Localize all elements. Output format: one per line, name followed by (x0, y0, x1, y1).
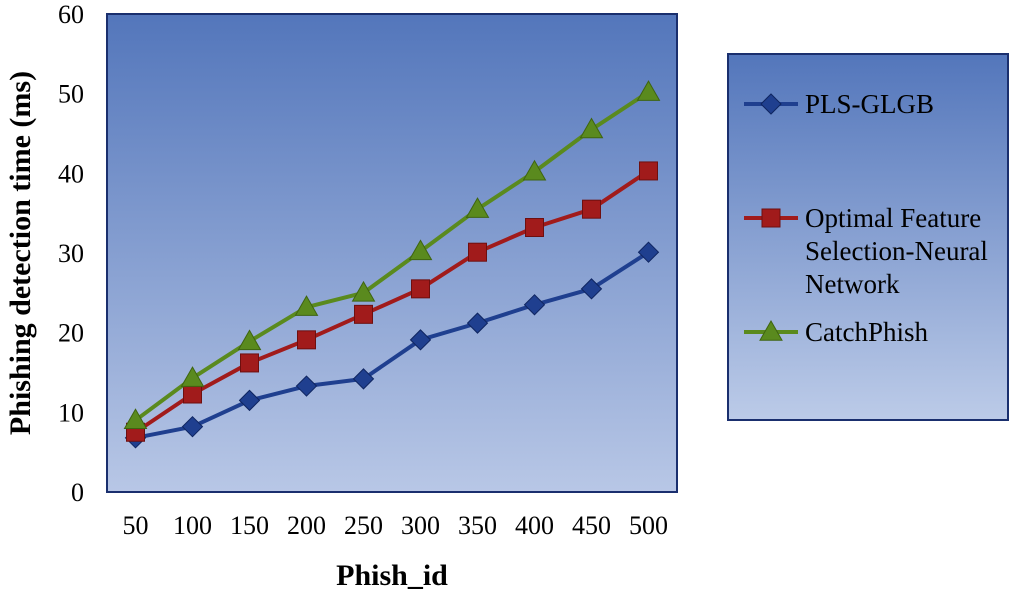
data-point (351, 280, 376, 302)
y-tick-label: 40 (58, 159, 84, 188)
x-axis-title: Phish_id (336, 559, 448, 592)
legend-item-1: PLS-GLGB (744, 89, 934, 119)
legend-box (727, 53, 1009, 421)
data-point (237, 329, 262, 351)
x-tick-label: 250 (344, 511, 383, 540)
data-point (466, 312, 489, 334)
legend-label: Network (805, 269, 900, 299)
data-point (238, 389, 261, 412)
series-3 (123, 80, 661, 430)
x-tick-label: 450 (572, 511, 611, 540)
data-point (240, 353, 259, 373)
data-point (525, 218, 544, 238)
data-point (181, 415, 204, 438)
data-point (637, 241, 660, 263)
data-point (354, 304, 373, 324)
legend-swatch-marker (761, 208, 781, 228)
y-axis-ticks: 0 10 20 30 40 50 60 (58, 0, 84, 507)
legend-swatch-marker (760, 93, 782, 115)
data-point (123, 408, 148, 430)
y-axis-title: Phishing detection time (ms) (4, 71, 37, 435)
legend-swatch-marker (759, 319, 783, 341)
data-point (183, 384, 202, 404)
series-layer (123, 80, 661, 449)
y-tick-label: 20 (58, 319, 84, 348)
data-point (579, 117, 604, 139)
data-point (580, 278, 603, 300)
series-line (134, 90, 650, 422)
x-axis-ticks: 50 100 150 200 250 300 350 400 450 500 (123, 511, 669, 540)
data-point (297, 330, 316, 350)
plot-area (106, 13, 678, 493)
x-tick-label: 100 (173, 511, 212, 540)
series-line (134, 169, 650, 434)
x-tick-label: 500 (629, 511, 668, 540)
data-point (295, 375, 318, 397)
data-point (523, 294, 546, 316)
x-tick-label: 150 (230, 511, 269, 540)
y-tick-label: 60 (58, 0, 84, 29)
x-tick-label: 200 (287, 511, 326, 540)
legend-label: CatchPhish (805, 317, 929, 347)
series-1 (124, 241, 660, 449)
x-tick-label: 400 (515, 511, 554, 540)
legend: PLS-GLGB Optimal FeatureSelection-NeuralN… (744, 89, 988, 347)
data-point (522, 159, 547, 181)
y-tick-label: 10 (58, 398, 84, 427)
legend-label: Optimal Feature (805, 203, 981, 233)
y-tick-label: 30 (58, 239, 84, 268)
data-point (409, 329, 432, 351)
legend-label: Selection-Neural (805, 236, 988, 266)
data-point (468, 242, 487, 262)
data-point (582, 199, 601, 219)
data-point (408, 239, 433, 261)
x-tick-label: 50 (123, 511, 149, 540)
series-line (135, 250, 650, 440)
data-point (639, 161, 658, 181)
y-tick-label: 0 (71, 478, 84, 507)
x-tick-label: 300 (401, 511, 440, 540)
data-point (294, 295, 319, 316)
data-point (180, 366, 205, 387)
y-tick-label: 50 (58, 80, 84, 109)
x-tick-label: 350 (458, 511, 497, 540)
legend-label: PLS-GLGB (805, 89, 934, 119)
data-point (411, 279, 430, 299)
legend-item-3: CatchPhish (744, 317, 929, 347)
data-point (352, 368, 375, 390)
data-point (636, 80, 661, 101)
data-point (465, 197, 490, 218)
